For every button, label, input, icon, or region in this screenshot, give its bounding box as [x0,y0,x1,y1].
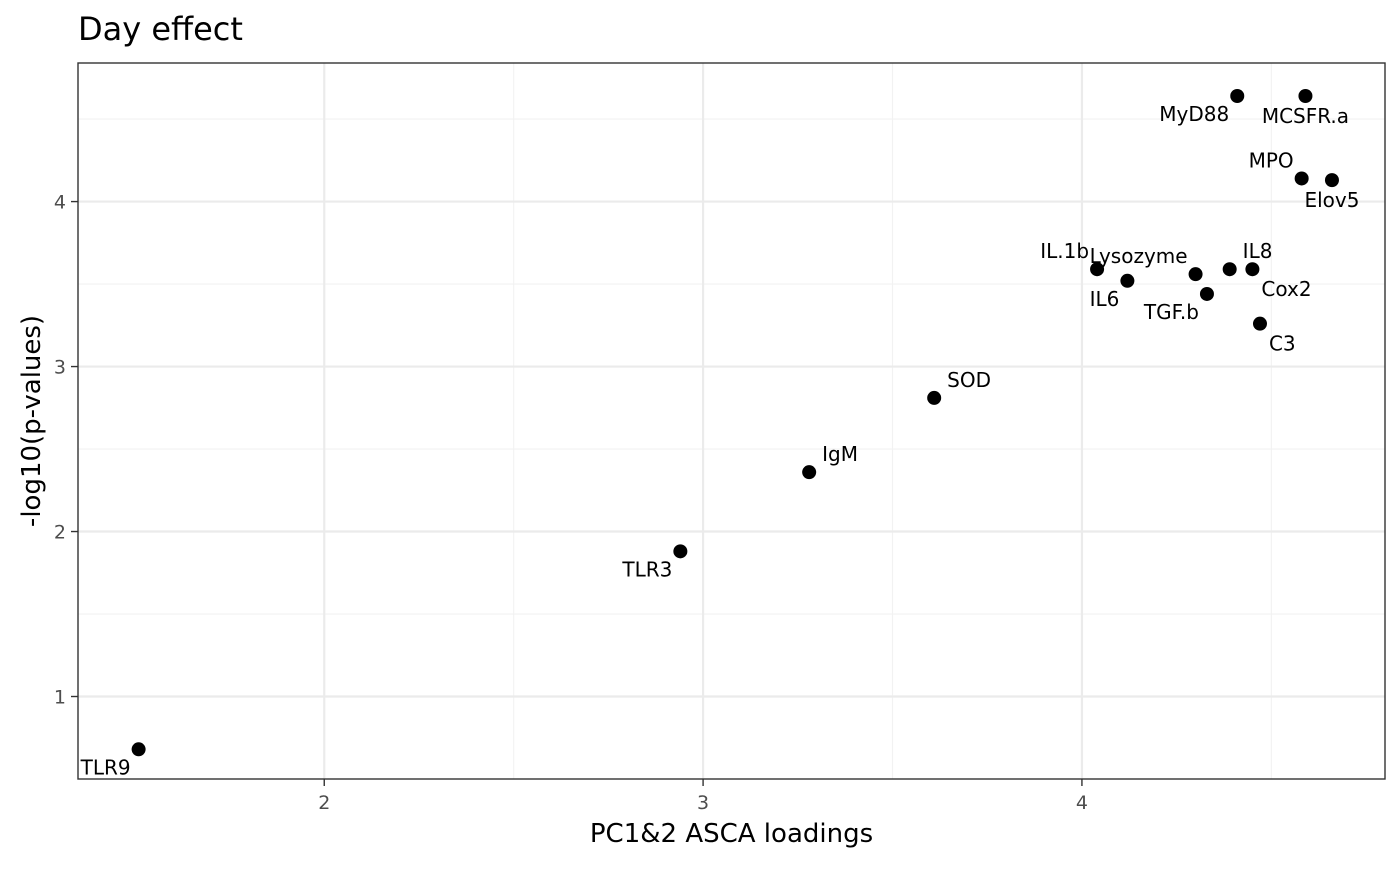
point-label: IL8 [1243,239,1273,263]
x-tick-label: 4 [1076,792,1088,814]
data-point [1294,171,1309,186]
grid [78,63,1385,779]
data-point [1245,262,1260,277]
point-label: Elov5 [1304,188,1359,212]
data-point [131,742,146,757]
y-axis-title: -log10(p-values) [17,315,47,527]
chart-title: Day effect [78,10,243,48]
data-point [673,544,688,559]
data-points [131,88,1339,757]
y-tick-label: 2 [54,522,66,544]
y-tick-label: 3 [54,357,66,379]
data-point [1120,273,1135,288]
plot-panel-border [77,62,1386,780]
point-label: TLR9 [80,755,131,779]
point-label: MCSFR.a [1262,104,1349,128]
data-point [927,390,942,405]
point-label: SOD [947,368,991,392]
y-tick-label: 1 [54,687,66,709]
y-tick-label: 4 [54,192,66,214]
data-point [1188,267,1203,282]
point-label: TLR3 [621,557,672,581]
data-point [1252,316,1267,331]
data-point [1298,88,1313,103]
data-point [802,465,817,480]
data-point [1222,262,1237,277]
data-point [1324,173,1339,188]
point-label: IgM [822,442,858,466]
point-label: C3 [1269,332,1296,356]
point-label: IL.1b [1040,239,1089,263]
data-point [1199,286,1214,301]
point-label: Lysozyme [1090,244,1188,268]
point-label: MyD88 [1159,102,1229,126]
x-tick-label: 3 [697,792,709,814]
data-point [1230,88,1245,103]
axes: 2 3 4 1 2 3 4 [54,192,1088,814]
point-label: IL6 [1090,287,1120,311]
point-label: Cox2 [1261,277,1311,301]
data-point [1090,262,1105,277]
x-axis-title: PC1&2 ASCA loadings [590,819,873,849]
point-label: MPO [1249,148,1294,172]
x-tick-label: 2 [318,792,330,814]
point-label: TGF.b [1143,300,1199,324]
